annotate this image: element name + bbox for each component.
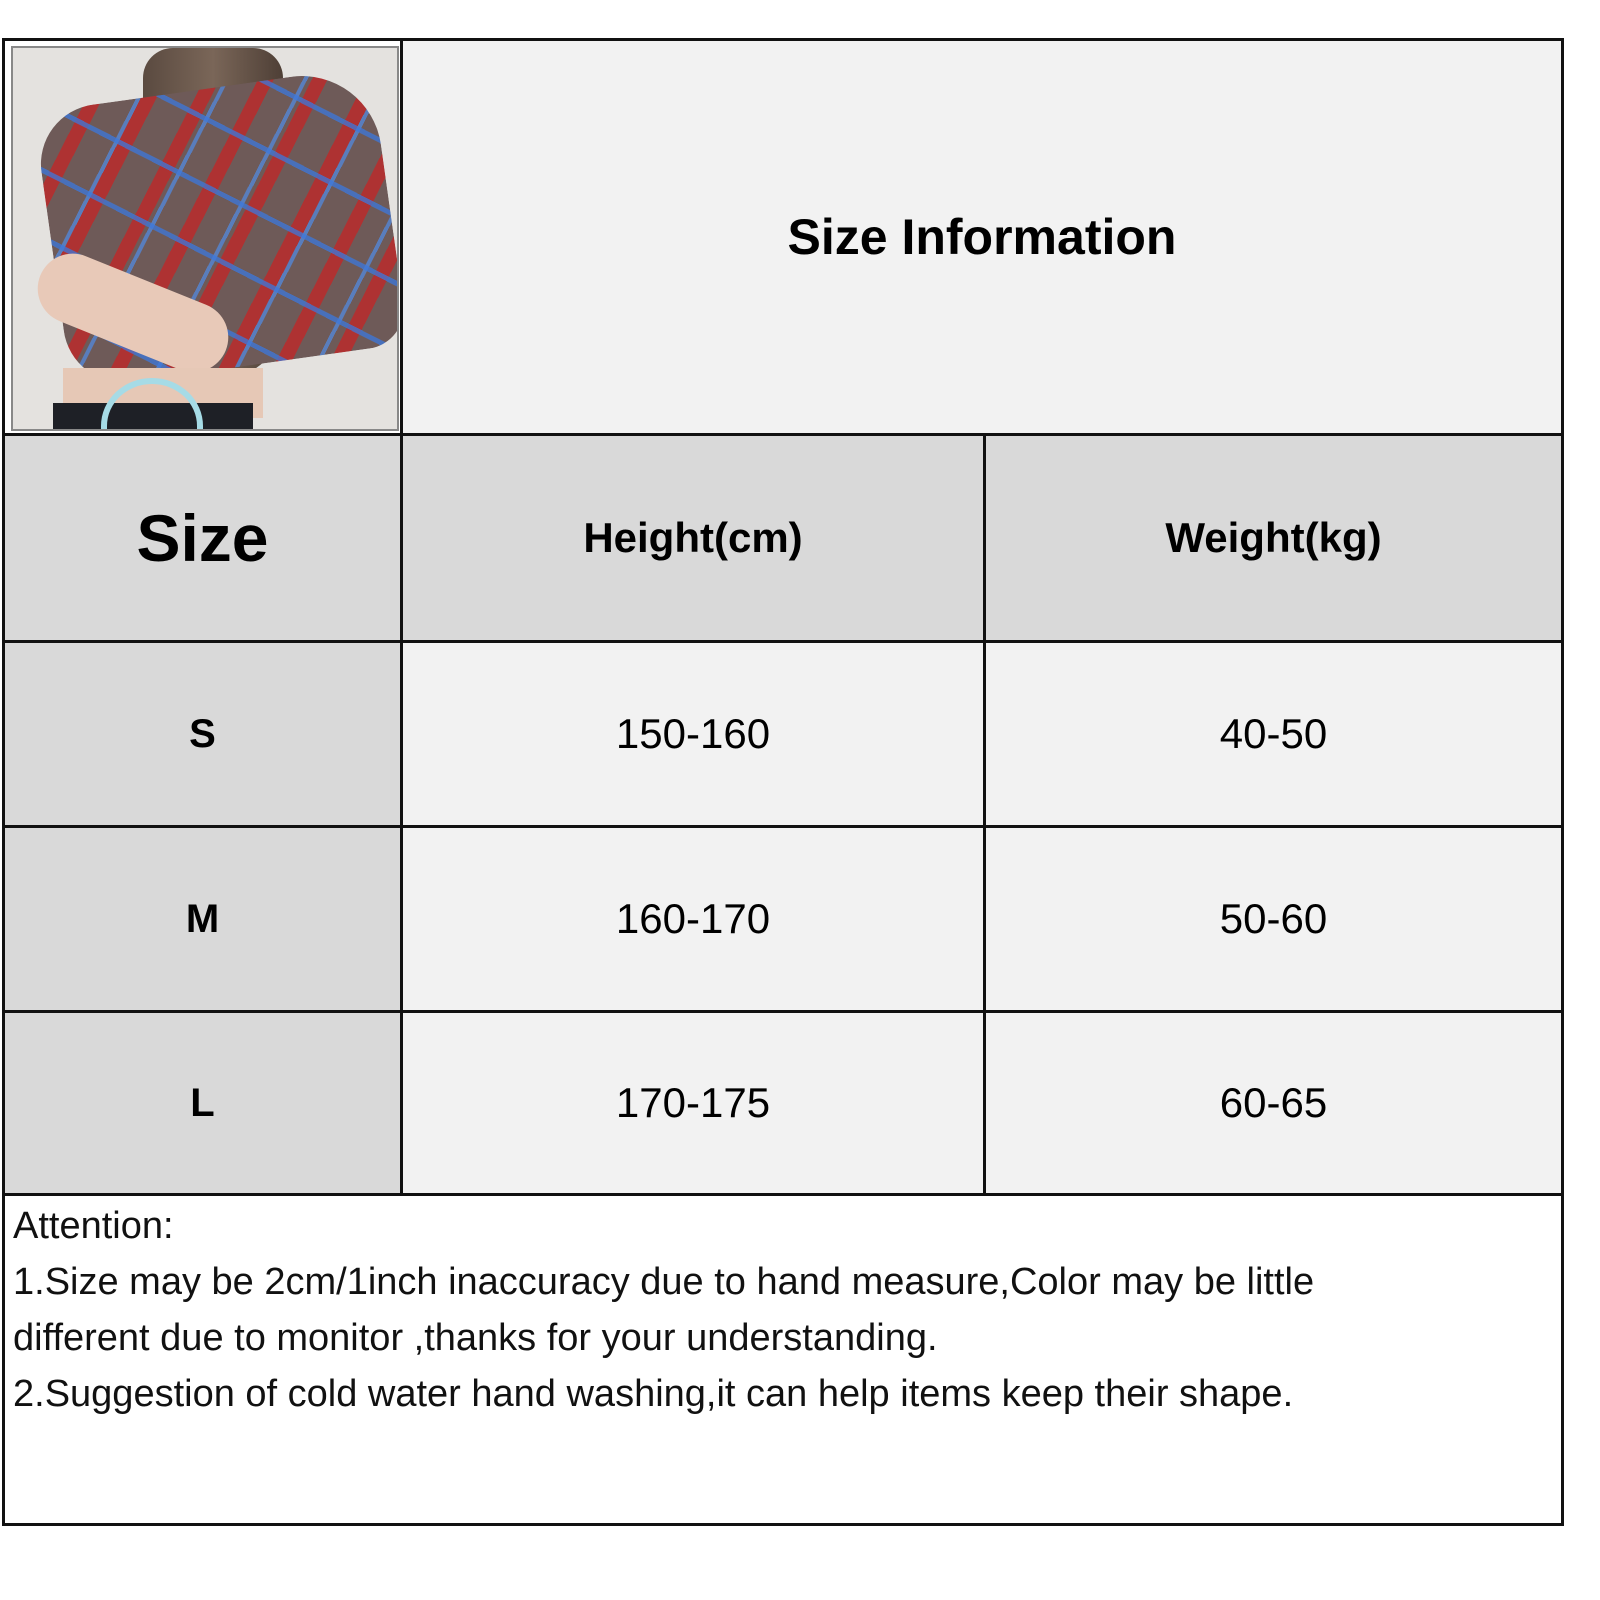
attention-notes: Attention: 1.Size may be 2cm/1inch inacc… [13, 1198, 1553, 1422]
height-value: 150-160 [615, 710, 771, 757]
divider [5, 825, 1561, 828]
height-value: 170-175 [615, 1079, 771, 1126]
divider [5, 1193, 1561, 1196]
height-header-cell: Height(cm) [403, 436, 983, 640]
height-header: Height(cm) [583, 514, 803, 561]
divider [5, 640, 1561, 643]
table-row-size: L [5, 1013, 400, 1193]
weight-value: 50-60 [1219, 895, 1328, 942]
size-label: M [185, 896, 220, 941]
table-row-height: 150-160 [403, 643, 983, 825]
size-label: S [189, 711, 216, 756]
divider [5, 1010, 1561, 1013]
table-row-size: S [5, 643, 400, 825]
divider [5, 433, 1561, 436]
title-cell: Size Information [403, 41, 1561, 433]
weight-value: 40-50 [1219, 710, 1328, 757]
photo-cell [5, 41, 409, 433]
table-row-height: 160-170 [403, 828, 983, 1010]
note-line: 2.Suggestion of cold water hand washing,… [13, 1373, 1294, 1415]
product-photo [11, 46, 399, 431]
table-row-weight: 40-50 [986, 643, 1561, 825]
divider [400, 41, 403, 1193]
size-label: L [190, 1080, 215, 1125]
size-chart-table: Size Information Size Height(cm) Weight(… [2, 38, 1564, 1526]
notes-heading: Attention: [13, 1205, 174, 1247]
weight-value: 60-65 [1219, 1079, 1328, 1126]
page-title: Size Information [787, 209, 1177, 265]
table-row-weight: 50-60 [986, 828, 1561, 1010]
note-line: 1.Size may be 2cm/1inch inaccuracy due t… [13, 1261, 1315, 1303]
weight-header-cell: Weight(kg) [986, 436, 1561, 640]
size-header-cell: Size [5, 436, 400, 640]
table-row-weight: 60-65 [986, 1013, 1561, 1193]
weight-header: Weight(kg) [1165, 514, 1382, 561]
size-header: Size [136, 501, 269, 575]
height-value: 160-170 [615, 895, 771, 942]
table-row-size: M [5, 828, 400, 1010]
table-row-height: 170-175 [403, 1013, 983, 1193]
note-line: different due to monitor ,thanks for you… [13, 1317, 938, 1359]
divider [983, 436, 986, 1193]
